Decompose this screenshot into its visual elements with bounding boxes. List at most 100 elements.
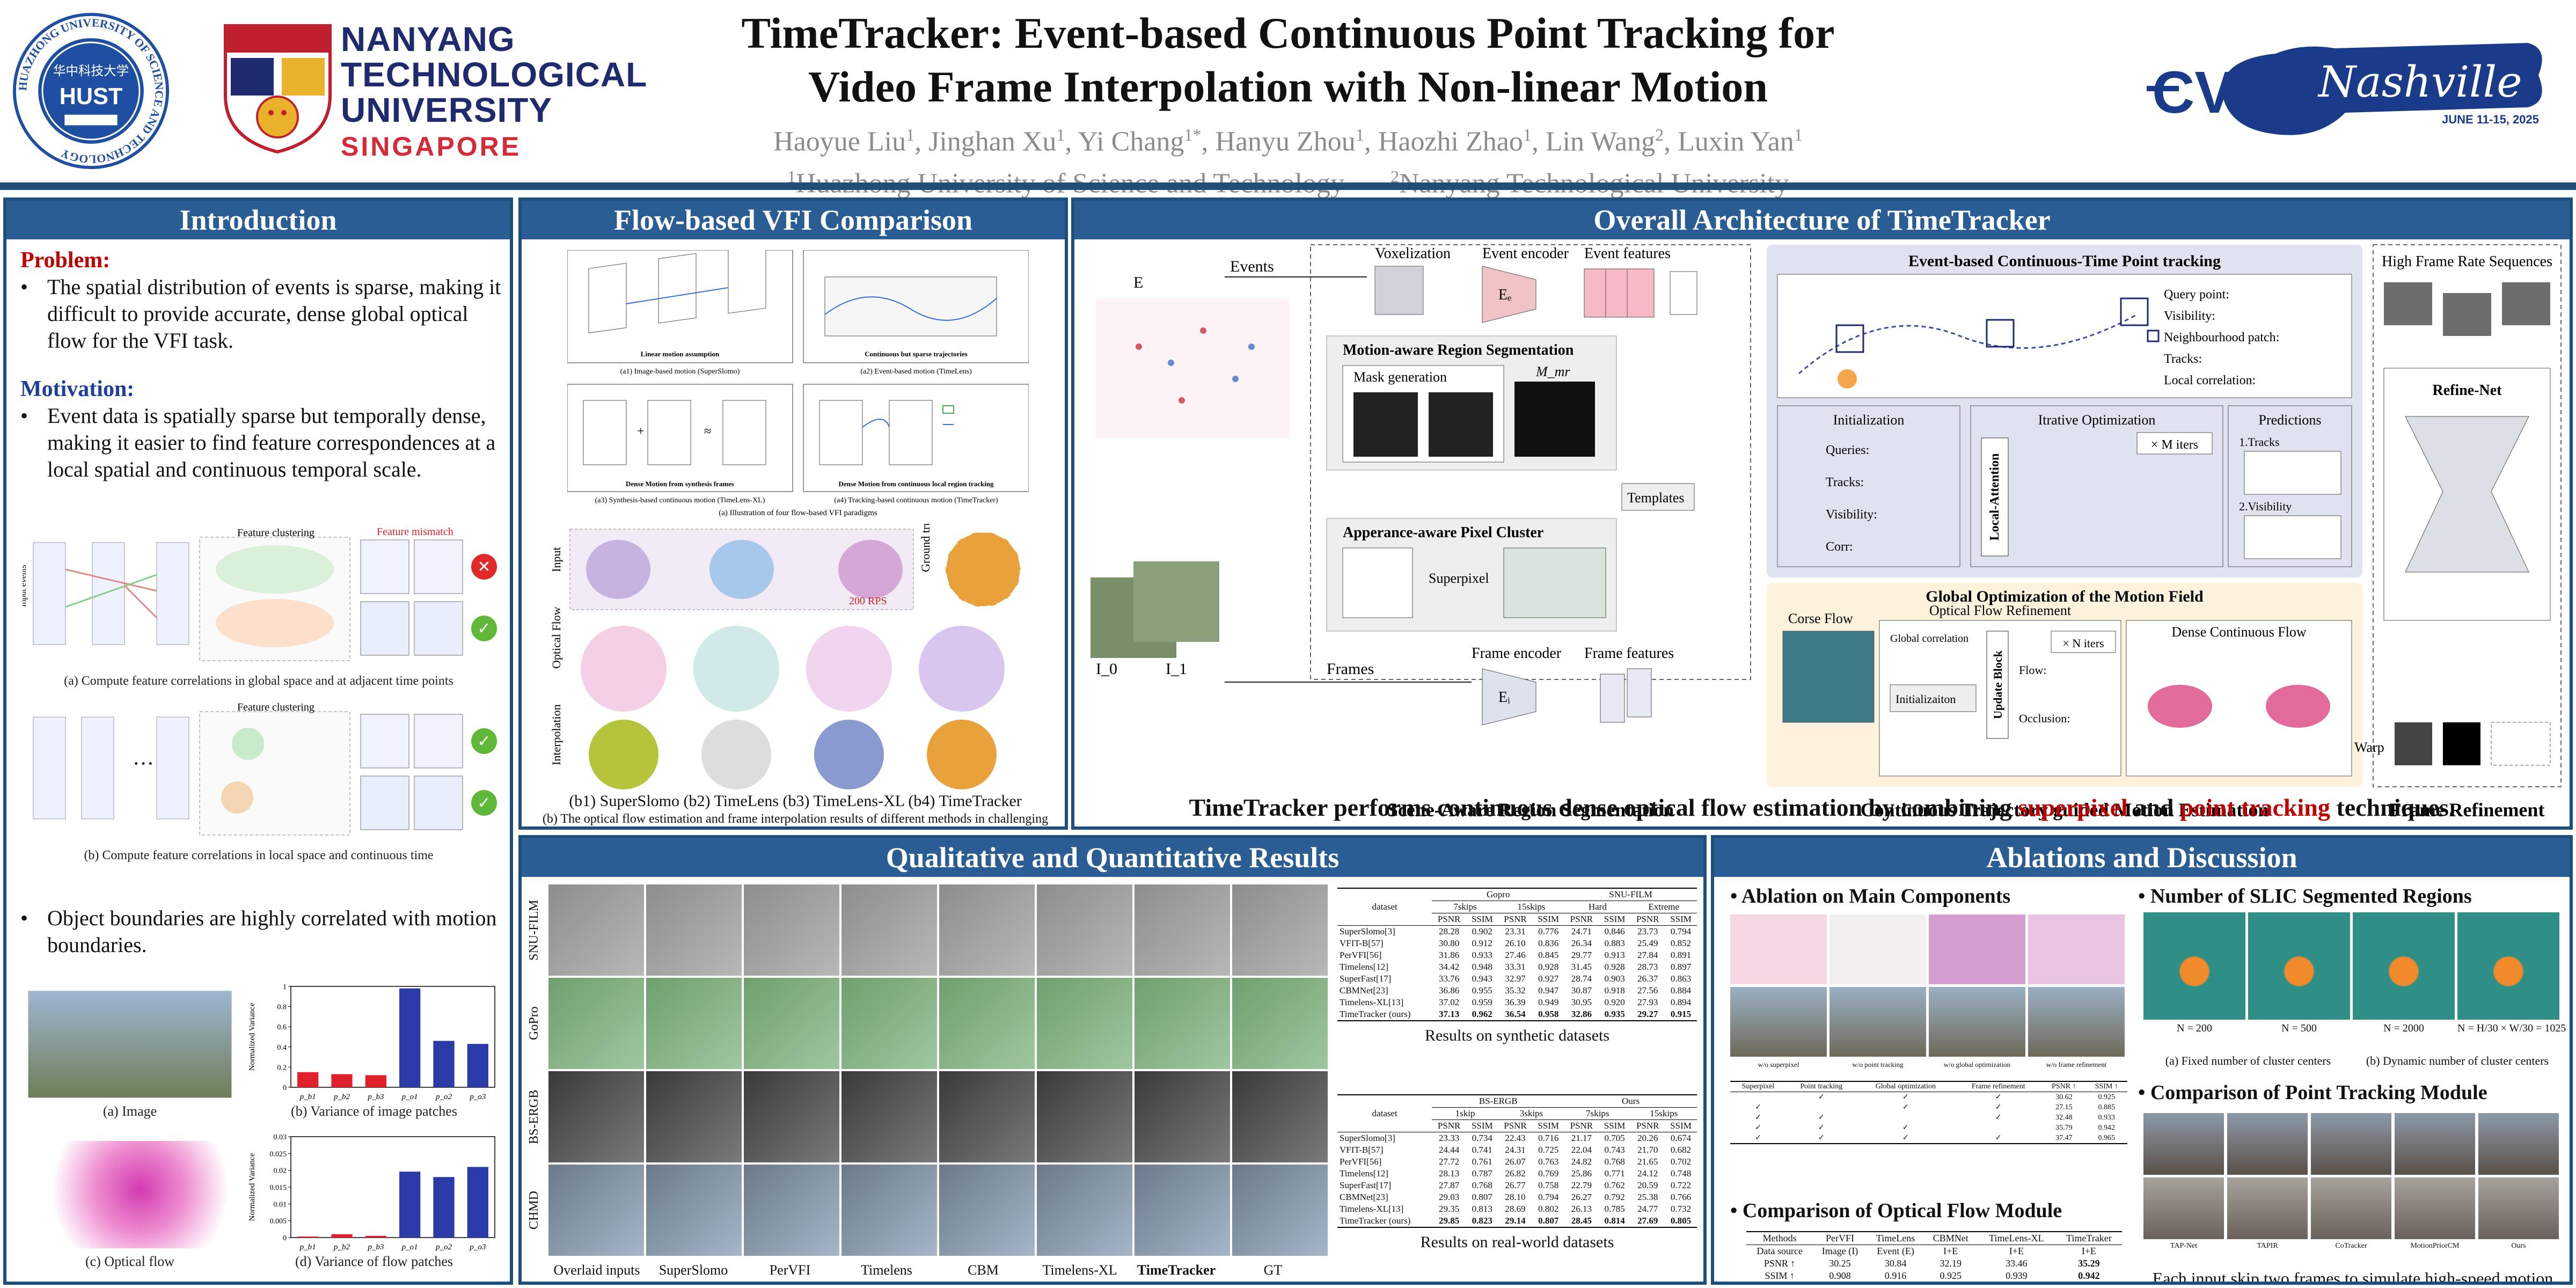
ect-heading: Event-based Continuous-Time Point tracki… — [1908, 252, 2221, 270]
feature-clustering-label-a: Feature clustering — [237, 527, 314, 539]
table-cell: 0.702 — [1670, 1157, 1692, 1167]
author-name: Haozhi Zhao — [1378, 126, 1523, 157]
y-tick-label: 0.6 — [277, 1023, 287, 1031]
metric-header: SSIM — [1598, 913, 1631, 926]
y-tick-label: 0.005 — [270, 1218, 287, 1226]
x-tick-label: p_o3 — [469, 1093, 486, 1101]
author-name: Yi Chang — [1078, 126, 1184, 157]
chart-plot-area — [290, 1136, 495, 1238]
i0-label: I_0 — [1096, 660, 1117, 678]
table-cell: 31.45 — [1571, 962, 1592, 972]
flow-label: Flow: — [2019, 663, 2046, 677]
table-cell: 0.947 — [1538, 985, 1559, 996]
a-caption: (a) Illustration of four flow-based VFI … — [719, 509, 877, 517]
tracks-label: Tracks: — [1826, 475, 1864, 489]
bar — [297, 1072, 319, 1087]
check-icon — [471, 616, 497, 641]
ablation-frame-image — [2028, 987, 2125, 1057]
ablation-col-header: PSNR ↑ — [2042, 1081, 2086, 1092]
slic-captions: (a) Fixed number of cluster centers (b) … — [2143, 1054, 2562, 1068]
table-cell: 33.76 — [1438, 974, 1460, 984]
table-cell: 0.768 — [1472, 1180, 1492, 1190]
table-cell: 0.758 — [1538, 1180, 1559, 1190]
metric-header: PSNR — [1432, 913, 1466, 926]
slic-images: N = 200 N = 500 N = 2000 N = H/30 × W/30 = … — [2143, 912, 2566, 1041]
table-row: TimeTracker (ours) 37.13 0.962 36.54 0.958 32… — [1337, 1008, 1697, 1021]
table-cell: 29.27 — [1637, 1009, 1658, 1019]
slic-caption-b: (b) Dynamic number of cluster centers — [2366, 1054, 2549, 1067]
table-cell: I+E — [2009, 1246, 2024, 1256]
mask-gen-label: Mask generation — [1353, 369, 1447, 385]
legend-patch: Neighbourhood patch: — [2164, 331, 2279, 345]
table-row: TimeTracker (ours) 29.85 0.823 29.14 0.807 28… — [1337, 1215, 1697, 1227]
introduction-panel: Introduction Problem: • The spatial distr… — [3, 197, 513, 1285]
bar — [399, 988, 421, 1087]
table-cell: 0.863 — [1670, 974, 1692, 984]
ablation-image-label: w/o global optimization — [1943, 1060, 2011, 1069]
ablation-col-header: Frame refinement — [1954, 1081, 2043, 1092]
table-cell: 24.82 — [1571, 1157, 1592, 1167]
table-cell: 32.86 — [1571, 1009, 1592, 1019]
mask-mr-image — [1514, 382, 1595, 457]
slic-title: Number of SLIC Segmented Regions — [2150, 885, 2472, 908]
y-tick-label: 0.2 — [277, 1064, 287, 1072]
table-cell: 0.962 — [1472, 1009, 1492, 1019]
table-cell: 28.28 — [1438, 926, 1460, 936]
result-thumbnail — [1135, 884, 1230, 976]
poster-title-line1: TimeTracker: Event-based Continuous Poin… — [741, 9, 1835, 57]
event-cloud: E — [1096, 274, 1289, 438]
table-cell: PSNR ↑ — [1763, 1258, 1796, 1269]
result-thumbnail — [1037, 884, 1132, 976]
table-cell: 24.71 — [1571, 926, 1592, 936]
table-cell: 0.955 — [1472, 985, 1492, 996]
sub-header: 1skip — [1432, 1107, 1498, 1120]
author-list: Haoyue Liu1, Jinghan Xu1, Yi Chang1*, Ha… — [773, 125, 1803, 157]
result-thumbnail — [1232, 978, 1328, 1069]
metric-header: SSIM — [1532, 913, 1565, 926]
optical-flow-row — [581, 626, 1005, 712]
table-cell: 29.14 — [1505, 1216, 1526, 1226]
of-col-header: CBMNet — [1924, 1231, 1977, 1245]
table-cell: 25.38 — [1637, 1192, 1658, 1202]
cvpr-nashville-logo: CVPR Nashville JUNE 11-15, 2025 — [2147, 43, 2542, 135]
table-cell: 0.705 — [1604, 1133, 1625, 1143]
legend-corr: Local correlation: — [2164, 374, 2256, 387]
ablation-table-wrap: Superpixel Point tracking Global optimizat… — [1730, 1081, 2127, 1144]
method-name: SuperFast[17] — [1340, 974, 1392, 984]
corse-flow-label: Corse Flow — [1788, 611, 1853, 626]
fig-b-caption: (b) Compute feature correlations in loca… — [84, 848, 434, 862]
table-row: PerVFI[56] 31.86 0.933 27.46 0.845 29.77 0.913… — [1337, 949, 1697, 961]
author-name: Haoyue Liu — [773, 126, 906, 157]
method-name: Timelens-XL[13] — [1340, 1204, 1404, 1214]
slic-heading: • Number of SLIC Segmented Regions — [2138, 885, 2472, 908]
table-row: PerVFI[56] 27.72 0.761 26.07 0.763 24.82 0.768… — [1337, 1156, 1697, 1168]
slic-image — [2248, 912, 2350, 1020]
check-cell: ✓ — [1902, 1124, 1909, 1132]
check-cell: ✓ — [1818, 1114, 1825, 1122]
mmr-label: M_mr — [1535, 364, 1570, 379]
event-encoder-label: Event encoder — [1482, 245, 1569, 262]
table-row: Timelens[12] 28.13 0.787 26.82 0.769 25.86 0.7… — [1337, 1168, 1697, 1180]
bar — [331, 1074, 353, 1087]
table-cell: 28.10 — [1505, 1192, 1526, 1202]
pt-image-bottom — [2227, 1177, 2308, 1239]
pt-caption: Each input skip two frames to simulate h… — [2152, 1269, 2553, 1285]
i1-label: I_1 — [1166, 660, 1187, 678]
table-cell: 36.39 — [1505, 997, 1526, 1007]
table-cell: 24.12 — [1637, 1168, 1658, 1179]
synthetic-table-wrap: dataset Gopro SNU-FILM 7skips 15skips Hard Ext… — [1337, 888, 1697, 1045]
author-sup: 1 — [1355, 125, 1364, 144]
dense-local-label: Dense Motion from continuous local regio… — [838, 480, 994, 488]
author-sup: 1 — [1523, 125, 1532, 144]
table-cell: 30.80 — [1438, 938, 1460, 948]
sub-header: 15skips — [1498, 901, 1565, 913]
ablation-flow-image — [1730, 914, 1827, 984]
table-cell: 0.814 — [1604, 1216, 1625, 1226]
ablation-frame-image — [1929, 987, 2025, 1057]
table-cell: SSIM ↑ — [1765, 1270, 1795, 1281]
x-tick-label: p_b1 — [299, 1243, 316, 1252]
result-thumbnail — [939, 884, 1035, 976]
table-cell: 0.845 — [1538, 950, 1559, 960]
initializaiton-label: Initializaiton — [1896, 692, 1956, 706]
author-sup: 2 — [1655, 125, 1664, 144]
